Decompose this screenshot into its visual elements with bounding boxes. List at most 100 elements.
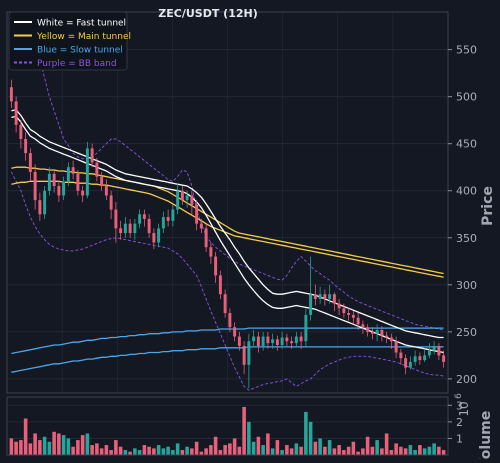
candle-body (228, 313, 232, 328)
candle-body (323, 294, 327, 299)
candle-body (437, 345, 441, 356)
candle-body (408, 361, 412, 368)
slow-tunnel-lower-line (11, 346, 444, 373)
candle-body (237, 336, 241, 346)
volume-bar (9, 438, 14, 455)
price-tick-label: 450 (456, 138, 477, 151)
candle-body (47, 173, 51, 191)
candle-body (52, 173, 56, 187)
chart-title: ZEC/USDT (12H) (158, 7, 257, 20)
volume-tick-label: 3 (456, 399, 463, 412)
volume-axis-exponent: 6 (454, 393, 464, 399)
candle-body (157, 228, 161, 243)
candle-body (85, 148, 89, 196)
volume-bar (365, 436, 370, 455)
volume-bar (441, 450, 446, 455)
volume-bar (42, 436, 47, 455)
volume-bar (313, 441, 318, 455)
legend-label: Blue = Slow tunnel (37, 46, 123, 56)
volume-bar (308, 421, 313, 455)
price-tick-label: 500 (456, 91, 477, 104)
volume-bar (270, 448, 275, 455)
candle-body (142, 214, 146, 219)
candle-body (119, 228, 123, 234)
candles-group (9, 79, 446, 389)
volume-bar (280, 450, 284, 455)
candle-body (133, 223, 137, 234)
candle-body (28, 153, 32, 172)
volume-bar (80, 435, 85, 455)
volume-bar (232, 438, 237, 455)
volume-bar (408, 445, 413, 455)
candle-body (366, 327, 370, 332)
price-tick-label: 550 (456, 44, 477, 57)
candle-body (9, 87, 13, 102)
volume-bar (185, 446, 189, 455)
volume-bar (418, 445, 422, 455)
candle-body (370, 331, 374, 334)
candle-body (180, 190, 184, 201)
volume-bar (123, 450, 128, 455)
candle-body (328, 294, 332, 299)
volume-bar (66, 438, 71, 455)
candle-body (171, 209, 175, 221)
volume-bar (175, 443, 180, 455)
candle-body (356, 317, 360, 325)
bb-band-upper-line (10, 20, 444, 331)
volume-tick-label: 1 (456, 432, 463, 445)
volume-bar (47, 441, 52, 455)
candle-body (204, 228, 208, 248)
candle-body (242, 345, 246, 365)
legend-box (8, 11, 128, 71)
candle-body (233, 327, 237, 337)
candle-body (304, 314, 308, 342)
volume-bar (327, 440, 332, 455)
candle-body (247, 341, 251, 365)
price-tick-label: 250 (456, 326, 477, 339)
volume-bar (384, 433, 389, 455)
volume-bar (256, 436, 261, 455)
candle-body (294, 336, 298, 344)
volume-bar (190, 448, 194, 455)
volume-tick-label: 2 (456, 416, 463, 429)
volume-bar (356, 451, 360, 455)
volume-bar (237, 446, 242, 455)
volume-bar (71, 446, 75, 455)
candle-body (442, 355, 446, 362)
volume-bar (166, 446, 170, 455)
volume-bar (375, 440, 379, 455)
candle-body (218, 275, 222, 295)
volume-bar (61, 435, 66, 455)
candle-body (418, 356, 422, 361)
candle-body (123, 223, 127, 234)
volume-bar (266, 433, 270, 455)
candle-body (261, 336, 265, 346)
candle-body (375, 329, 379, 334)
candle-body (313, 294, 317, 299)
candle-body (413, 356, 417, 362)
candle-body (138, 214, 142, 224)
volume-bar (85, 433, 90, 455)
candle-body (57, 186, 61, 196)
candle-body (385, 335, 389, 338)
candle-body (71, 167, 75, 174)
candle-body (256, 336, 260, 346)
candle-body (380, 329, 384, 336)
candle-body (252, 336, 256, 342)
volume-bar (323, 446, 327, 455)
candle-body (104, 186, 108, 196)
candle-body (223, 294, 227, 314)
candle-body (62, 181, 66, 196)
candle-body (399, 352, 403, 359)
legend: White = Fast tunnel Yellow = Main tunnel B… (8, 11, 131, 71)
volume-bar (413, 450, 417, 455)
volume-bar (133, 448, 137, 455)
volume-bar (304, 411, 308, 455)
slow-tunnel-upper-line (11, 327, 444, 355)
candle-body (24, 139, 28, 154)
volume-bar (104, 445, 109, 455)
candle-body (347, 313, 351, 315)
main-tunnel-lower-line (11, 180, 444, 278)
